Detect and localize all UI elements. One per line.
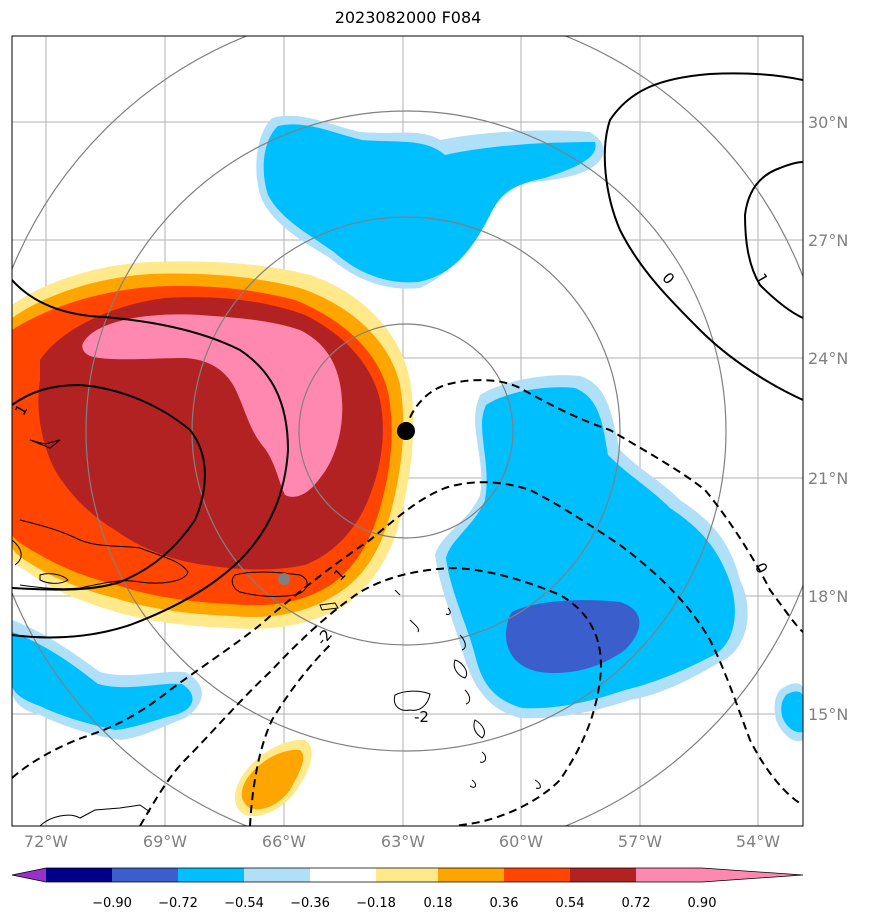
lon-label-60w: 60°W — [499, 832, 543, 851]
contour-label-minus2-south: -2 — [414, 708, 429, 726]
colorbar-tick: −0.18 — [356, 896, 396, 911]
colorbar-segment — [376, 868, 438, 882]
colorbar-tick: −0.36 — [290, 896, 330, 911]
lon-label-69w: 69°W — [143, 832, 187, 851]
lat-label-18n: 18°N — [808, 587, 848, 606]
lon-label-72w: 72°W — [24, 832, 68, 851]
negative-anomaly-north — [256, 115, 604, 289]
colorbar-outline — [11, 867, 804, 883]
positive-anomaly-main — [12, 261, 414, 629]
secondary-point-marker — [278, 573, 290, 585]
colorbar-segment-underflow — [12, 868, 46, 882]
colorbar-segment-overflow — [702, 868, 803, 882]
negative-anomaly-southeast — [435, 375, 748, 719]
lon-label-63w: 63°W — [381, 832, 425, 851]
colorbar-tick: 0.18 — [424, 896, 453, 911]
colorbar-segment — [46, 868, 112, 882]
lon-label-66w: 66°W — [262, 832, 306, 851]
solid-contours — [12, 72, 803, 639]
colorbar-tick: −0.90 — [92, 896, 132, 911]
colorbar-segment — [504, 868, 570, 882]
lon-label-57w: 57°W — [618, 832, 662, 851]
colorbar-ticks: −0.90 −0.72 −0.54 −0.36 −0.18 0.18 0.36 … — [92, 896, 716, 911]
colorbar-segment — [438, 868, 504, 882]
negative-anomaly-west — [12, 620, 803, 742]
colorbar-segment — [178, 868, 244, 882]
lat-label-30n: 30°N — [808, 113, 848, 132]
colorbar-segment — [112, 868, 178, 882]
colorbar-tick: 0.72 — [622, 896, 651, 911]
colorbar-segment — [244, 868, 310, 882]
colorbar-tick: −0.72 — [158, 896, 198, 911]
colorbar-segment — [570, 868, 636, 882]
colorbar-tick: 0.36 — [490, 896, 519, 911]
colorbar-tick: −0.54 — [224, 896, 264, 911]
dashed-contours — [12, 379, 803, 826]
lat-label-24n: 24°N — [808, 349, 848, 368]
map-title: 2023082000 F084 — [334, 8, 482, 27]
storm-center-marker — [397, 422, 415, 440]
colorbar-tick: 0.54 — [556, 896, 585, 911]
colorbar-tick: 0.90 — [688, 896, 717, 911]
colorbar — [11, 867, 804, 883]
lat-label-21n: 21°N — [808, 469, 848, 488]
lat-label-27n: 27°N — [808, 231, 848, 250]
latitude-axis: 30°N 27°N 24°N 21°N 18°N 15°N — [808, 113, 848, 724]
map-frame — [11, 35, 804, 827]
lon-label-54w: 54°W — [736, 832, 780, 851]
colorbar-segment — [310, 868, 376, 882]
positive-anomaly-south — [234, 739, 312, 817]
colorbar-segment — [636, 868, 702, 882]
map-area: 0 1 1 1 -2 -2 0 — [12, 36, 803, 826]
lat-label-15n: 15°N — [808, 705, 848, 724]
longitude-axis: 72°W 69°W 66°W 63°W 60°W 57°W 54°W — [24, 832, 780, 851]
